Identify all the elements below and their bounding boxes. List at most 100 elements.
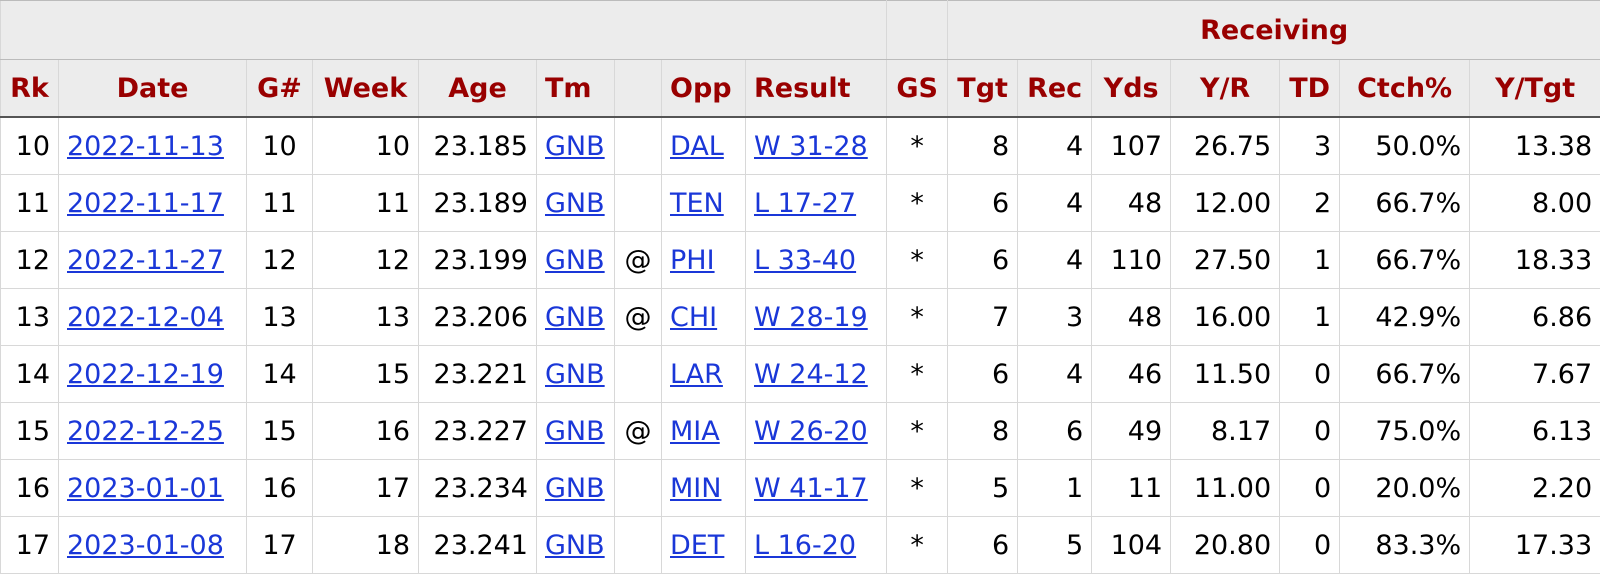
opponent-link[interactable]: TEN: [670, 187, 724, 219]
team-link[interactable]: GNB: [545, 415, 605, 447]
cell-gs: *: [886, 116, 949, 175]
cell-ctch: 42.9%: [1339, 288, 1471, 346]
col-header-tgt[interactable]: Tgt: [947, 59, 1019, 118]
cell-date: 2023-01-01: [58, 459, 247, 517]
cell-week: 16: [312, 402, 419, 460]
cell-rk: 12: [0, 231, 59, 289]
date-link[interactable]: 2022-12-04: [67, 301, 224, 333]
opponent-link[interactable]: DAL: [670, 130, 724, 162]
col-header-opp[interactable]: Opp: [661, 59, 746, 118]
result-link[interactable]: W 26-20: [754, 415, 868, 447]
cell-age: 23.241: [418, 516, 537, 574]
cell-age: 23.189: [418, 174, 537, 232]
cell-td: 0: [1279, 459, 1341, 517]
cell-ytgt: 2.20: [1469, 459, 1600, 517]
cell-date: 2022-12-25: [58, 402, 247, 460]
date-link[interactable]: 2022-12-25: [67, 415, 224, 447]
cell-team: GNB: [536, 459, 615, 517]
cell-yds: 107: [1091, 116, 1172, 175]
result-link[interactable]: L 33-40: [754, 244, 857, 276]
opponent-link[interactable]: PHI: [670, 244, 715, 276]
result-link[interactable]: L 16-20: [754, 529, 857, 561]
col-header-ctch[interactable]: Ctch%: [1339, 59, 1471, 118]
result-link[interactable]: W 28-19: [754, 301, 868, 333]
date-link[interactable]: 2022-11-13: [67, 130, 224, 162]
opponent-link[interactable]: DET: [670, 529, 725, 561]
cell-game-num: 13: [246, 288, 313, 346]
col-header-team[interactable]: Tm: [536, 59, 615, 118]
col-header-location[interactable]: [614, 59, 662, 118]
cell-ytgt: 13.38: [1469, 116, 1600, 175]
cell-result: W 31-28: [744, 116, 888, 175]
result-link[interactable]: W 31-28: [754, 130, 868, 162]
cell-gs: *: [886, 402, 949, 460]
cell-yds: 48: [1091, 288, 1172, 346]
cell-ctch: 50.0%: [1339, 116, 1471, 175]
col-header-yr[interactable]: Y/R: [1170, 59, 1281, 118]
cell-yds: 104: [1091, 516, 1172, 574]
cell-yr: 11.00: [1170, 459, 1281, 517]
date-link[interactable]: 2022-11-17: [67, 187, 224, 219]
cell-yds: 46: [1091, 345, 1172, 403]
over-header-blank: [0, 0, 888, 60]
result-link[interactable]: W 24-12: [754, 358, 868, 390]
cell-week: 13: [312, 288, 419, 346]
date-link[interactable]: 2023-01-01: [67, 472, 224, 504]
table-row: 13 2022-12-04 13 13 23.206 GNB @ CHI W 28-19 * 7 3 4…: [0, 288, 1600, 346]
cell-yds: 11: [1091, 459, 1172, 517]
team-link[interactable]: GNB: [545, 244, 605, 276]
cell-rec: 3: [1017, 288, 1093, 346]
cell-yr: 16.00: [1170, 288, 1281, 346]
receiving-group-header: Receiving: [947, 0, 1600, 60]
cell-date: 2023-01-08: [58, 516, 247, 574]
cell-rk: 10: [0, 116, 59, 175]
date-link[interactable]: 2023-01-08: [67, 529, 224, 561]
cell-opp: TEN: [661, 174, 746, 232]
result-link[interactable]: W 41-17: [754, 472, 868, 504]
opponent-link[interactable]: LAR: [670, 358, 723, 390]
cell-week: 15: [312, 345, 419, 403]
cell-rec: 5: [1017, 516, 1093, 574]
cell-result: W 41-17: [744, 459, 888, 517]
opponent-link[interactable]: CHI: [670, 301, 718, 333]
col-header-gs[interactable]: GS: [886, 59, 949, 118]
team-link[interactable]: GNB: [545, 301, 605, 333]
cell-yr: 20.80: [1170, 516, 1281, 574]
cell-td: 0: [1279, 402, 1341, 460]
col-header-result[interactable]: Result: [744, 59, 888, 118]
col-header-rec[interactable]: Rec: [1017, 59, 1093, 118]
cell-opp: MIA: [661, 402, 746, 460]
col-header-ytgt[interactable]: Y/Tgt: [1469, 59, 1600, 118]
cell-result: W 26-20: [744, 402, 888, 460]
date-link[interactable]: 2022-12-19: [67, 358, 224, 390]
cell-location: @: [614, 288, 662, 346]
team-link[interactable]: GNB: [545, 472, 605, 504]
col-header-game-num[interactable]: G#: [246, 59, 313, 118]
team-link[interactable]: GNB: [545, 187, 605, 219]
col-header-week[interactable]: Week: [312, 59, 419, 118]
cell-rec: 4: [1017, 345, 1093, 403]
cell-result: W 28-19: [744, 288, 888, 346]
cell-location: [614, 516, 662, 574]
cell-age: 23.185: [418, 116, 537, 175]
cell-game-num: 15: [246, 402, 313, 460]
col-header-rk[interactable]: Rk: [0, 59, 59, 118]
team-link[interactable]: GNB: [545, 130, 605, 162]
col-header-date[interactable]: Date: [58, 59, 247, 118]
cell-gs: *: [886, 174, 949, 232]
team-link[interactable]: GNB: [545, 358, 605, 390]
col-header-yds[interactable]: Yds: [1091, 59, 1172, 118]
cell-tgt: 6: [947, 345, 1019, 403]
team-link[interactable]: GNB: [545, 529, 605, 561]
opponent-link[interactable]: MIA: [670, 415, 720, 447]
cell-week: 11: [312, 174, 419, 232]
col-header-age[interactable]: Age: [418, 59, 537, 118]
cell-result: L 33-40: [744, 231, 888, 289]
opponent-link[interactable]: MIN: [670, 472, 722, 504]
cell-date: 2022-11-27: [58, 231, 247, 289]
cell-date: 2022-11-17: [58, 174, 247, 232]
col-header-td[interactable]: TD: [1279, 59, 1341, 118]
cell-gs: *: [886, 516, 949, 574]
date-link[interactable]: 2022-11-27: [67, 244, 224, 276]
result-link[interactable]: L 17-27: [754, 187, 857, 219]
